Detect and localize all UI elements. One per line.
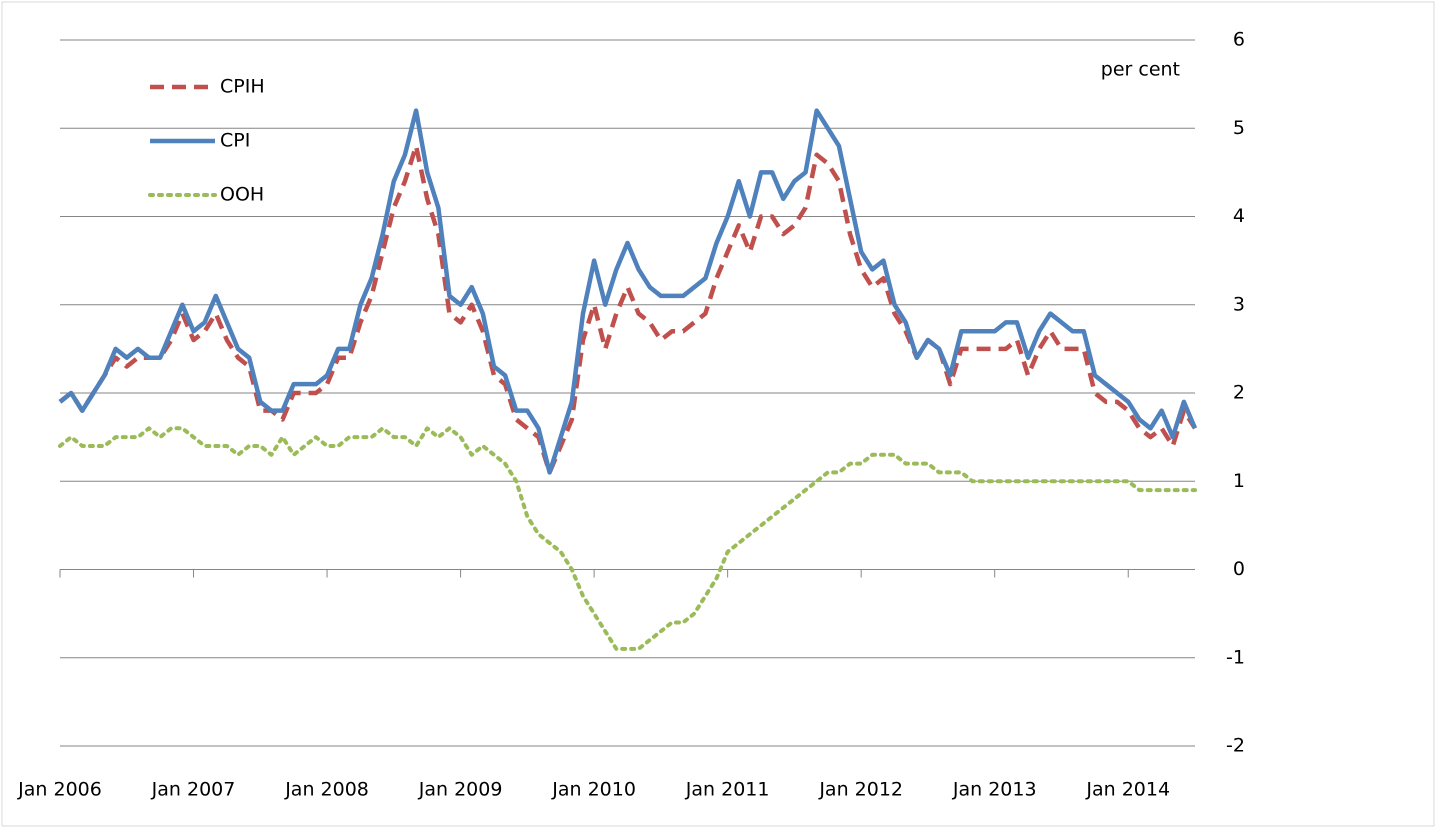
x-tick-label: Jan 2006 xyxy=(17,779,102,801)
y-tick-label: 3 xyxy=(1233,293,1245,315)
x-tick-label: Jan 2007 xyxy=(151,779,236,801)
x-tick-label: Jan 2009 xyxy=(418,779,503,801)
series-line xyxy=(58,426,1197,651)
y-tick-label: 5 xyxy=(1233,117,1245,139)
y-tick-label: -1 xyxy=(1226,646,1245,668)
x-tick-label: Jan 2008 xyxy=(284,779,369,801)
y-tick-label: 2 xyxy=(1233,382,1245,404)
y-tick-label: -2 xyxy=(1226,735,1245,757)
series-line xyxy=(58,108,1198,475)
x-tick-label: Jan 2014 xyxy=(1085,779,1170,801)
x-tick-label: Jan 2010 xyxy=(551,779,636,801)
x-tick-label: Jan 2013 xyxy=(952,779,1037,801)
y-tick-label: 1 xyxy=(1233,470,1245,492)
x-tick-label: Jan 2012 xyxy=(818,779,903,801)
y-tick-label: 6 xyxy=(1233,29,1245,51)
legend-label: CPIH xyxy=(220,76,265,98)
unit-annotation: per cent xyxy=(1101,59,1180,81)
legend-label: CPI xyxy=(220,130,250,152)
legend-label: OOH xyxy=(220,184,264,206)
series-line xyxy=(58,143,1197,475)
y-tick-label: 0 xyxy=(1233,558,1245,580)
y-tick-label: 4 xyxy=(1233,205,1245,227)
x-tick-label: Jan 2011 xyxy=(685,779,770,801)
